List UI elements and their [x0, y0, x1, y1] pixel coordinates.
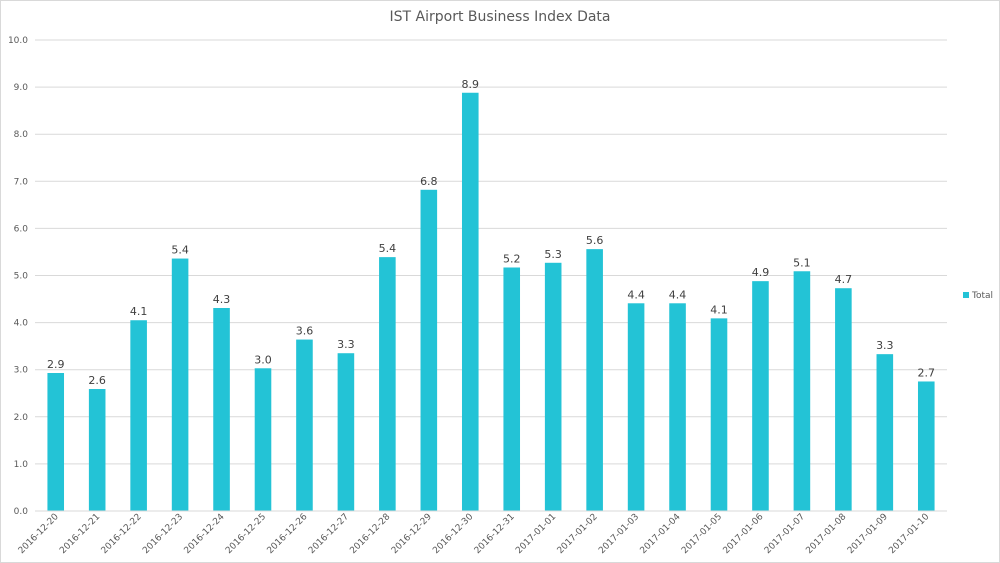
x-tick-label: 2017-01-03: [597, 512, 641, 556]
x-tick-label: 2016-12-21: [58, 512, 102, 556]
data-label: 4.1: [130, 305, 148, 318]
bar: [337, 353, 355, 511]
x-tick-label: 2017-01-01: [514, 512, 558, 556]
y-tick-label: 5.0: [14, 272, 29, 282]
data-label: 2.7: [918, 366, 936, 379]
y-tick-label: 8.0: [14, 130, 29, 140]
y-tick-label: 0.0: [14, 507, 29, 517]
bar: [835, 288, 852, 511]
bar: [47, 372, 65, 511]
y-tick-label: 1.0: [14, 460, 29, 470]
bar: [793, 271, 811, 511]
bar: [710, 318, 728, 511]
data-label: 2.6: [88, 374, 106, 387]
data-label: 4.7: [835, 273, 853, 286]
data-label: 4.3: [213, 293, 231, 306]
chart-title: IST Airport Business Index Data: [389, 9, 611, 25]
x-tick-label: 2017-01-06: [722, 512, 766, 556]
data-label: 5.3: [544, 248, 562, 261]
x-tick-label: 2016-12-31: [473, 512, 517, 556]
x-tick-label: 2016-12-29: [390, 512, 434, 556]
bar: [669, 303, 686, 511]
bar: [586, 249, 603, 511]
bar: [171, 258, 189, 511]
x-tick-label: 2016-12-27: [307, 512, 351, 556]
bar: [627, 303, 645, 511]
x-tick-label: 2016-12-25: [224, 512, 268, 556]
data-label: 5.6: [586, 234, 604, 247]
data-label: 5.2: [503, 252, 521, 265]
bar: [544, 262, 562, 511]
data-label: 6.8: [420, 175, 438, 188]
data-label: 3.3: [337, 338, 355, 351]
y-tick-label: 2.0: [14, 413, 29, 423]
bar: [752, 281, 769, 511]
data-label: 3.0: [254, 353, 272, 366]
x-tick-label: 2017-01-04: [639, 512, 683, 556]
bar: [876, 354, 894, 511]
bar: [420, 189, 438, 511]
bar: [917, 381, 935, 511]
data-label: 5.4: [379, 242, 397, 255]
legend-label: Total: [971, 291, 993, 301]
x-tick-label: 2016-12-26: [266, 512, 310, 556]
x-tick-label: 2016-12-30: [431, 512, 475, 556]
data-label: 4.4: [669, 288, 687, 301]
data-label: 3.6: [296, 325, 314, 338]
bar: [88, 389, 106, 511]
y-tick-label: 7.0: [14, 177, 29, 187]
bar: [379, 257, 396, 511]
y-tick-label: 10.0: [8, 36, 28, 46]
data-label: 3.3: [876, 339, 894, 352]
data-label: 2.9: [47, 358, 65, 371]
x-tick-label: 2017-01-05: [680, 512, 724, 556]
x-tick-label: 2017-01-10: [887, 512, 931, 556]
x-tick-label: 2016-12-24: [183, 512, 227, 556]
x-tick-label: 2017-01-09: [846, 512, 890, 556]
x-tick-label: 2016-12-23: [141, 512, 185, 556]
x-tick-label: 2016-12-28: [348, 512, 392, 556]
legend-swatch: [963, 292, 969, 298]
bar: [503, 267, 521, 511]
y-tick-label: 9.0: [14, 83, 29, 93]
y-tick-label: 4.0: [14, 319, 29, 329]
x-tick-label: 2017-01-08: [804, 512, 848, 556]
data-label: 4.4: [627, 288, 645, 301]
data-label: 4.1: [710, 303, 728, 316]
y-tick-label: 6.0: [14, 224, 29, 234]
data-label: 5.4: [171, 244, 189, 257]
x-tick-label: 2017-01-02: [556, 512, 600, 556]
x-tick-label: 2016-12-20: [17, 512, 61, 556]
data-label: 8.9: [462, 78, 480, 91]
bar: [461, 92, 479, 511]
data-label: 5.1: [793, 256, 811, 269]
bar: [213, 307, 230, 511]
y-tick-label: 3.0: [14, 366, 29, 376]
x-tick-label: 2017-01-07: [763, 512, 807, 556]
data-label: 4.9: [752, 266, 770, 279]
bar: [254, 368, 272, 511]
x-tick-label: 2016-12-22: [100, 512, 144, 556]
bar: [130, 320, 147, 511]
bar: [296, 339, 313, 511]
